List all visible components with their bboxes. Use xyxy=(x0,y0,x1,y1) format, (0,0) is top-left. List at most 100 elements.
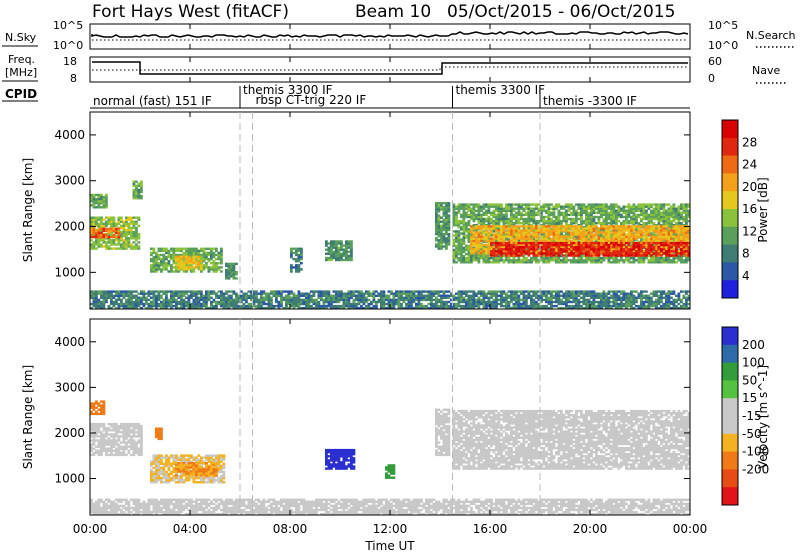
range-cell xyxy=(680,252,683,255)
range-cell xyxy=(157,292,161,295)
range-cell xyxy=(135,235,138,238)
range-cell xyxy=(487,207,491,210)
range-cell xyxy=(647,217,651,221)
range-cell xyxy=(100,200,103,203)
range-cell xyxy=(95,197,98,201)
range-cell xyxy=(600,211,603,214)
range-cell xyxy=(625,233,628,236)
range-cell xyxy=(545,211,548,214)
range-cell xyxy=(507,239,511,242)
range-cell xyxy=(467,232,471,235)
range-cell xyxy=(612,239,616,242)
range-cell xyxy=(442,239,446,242)
range-cell xyxy=(495,259,498,262)
range-cell xyxy=(177,257,181,261)
range-cell xyxy=(650,254,653,257)
range-cell xyxy=(572,233,576,236)
range-cell xyxy=(615,235,618,238)
range-cell xyxy=(562,235,566,238)
range-cell xyxy=(542,207,546,210)
range-cell xyxy=(102,204,106,207)
range-cell xyxy=(132,184,136,187)
range-cell xyxy=(550,211,553,214)
range-cell xyxy=(132,180,136,183)
range-cell xyxy=(112,227,116,231)
range-cell xyxy=(110,298,113,302)
range-cell xyxy=(675,252,678,255)
range-cell xyxy=(530,248,533,251)
range-cell xyxy=(575,259,578,262)
range-cell xyxy=(192,253,196,257)
range-cell xyxy=(607,252,611,255)
range-cell xyxy=(665,222,668,225)
range-cell xyxy=(330,258,333,262)
range-cell xyxy=(675,239,678,242)
range-cell xyxy=(457,238,461,241)
range-cell xyxy=(132,188,136,192)
range-cell xyxy=(642,257,646,260)
range-cell xyxy=(517,211,521,214)
range-cell xyxy=(572,248,576,251)
range-cell xyxy=(655,254,658,257)
range-cell xyxy=(327,246,331,249)
range-cell xyxy=(497,205,501,208)
range-cell xyxy=(630,237,633,240)
range-cell xyxy=(512,207,516,210)
range-cell xyxy=(560,245,563,249)
nsearch-label: N.Search xyxy=(746,29,796,42)
range-cell xyxy=(547,205,551,208)
range-cell xyxy=(595,233,598,236)
range-cell xyxy=(105,300,108,304)
range-cell xyxy=(502,225,506,228)
range-cell xyxy=(212,270,216,273)
range-cell xyxy=(687,203,691,206)
range-cell xyxy=(532,250,536,253)
range-cell xyxy=(625,254,628,257)
range-cell xyxy=(135,216,138,219)
range-cell xyxy=(510,203,513,206)
range-cell xyxy=(625,246,628,249)
range-cell xyxy=(440,241,443,244)
range-cell xyxy=(565,209,568,212)
range-cell xyxy=(435,210,438,213)
range-cell xyxy=(642,222,646,225)
range-cell xyxy=(640,207,643,210)
range-cell xyxy=(585,231,588,234)
range-cell xyxy=(602,239,606,242)
range-cell xyxy=(340,242,343,245)
range-cell xyxy=(525,222,528,225)
range-cell xyxy=(625,257,628,260)
range-cell xyxy=(552,229,556,232)
range-cell xyxy=(540,219,543,223)
range-cell xyxy=(95,216,98,219)
range-cell xyxy=(150,266,153,269)
range-cell xyxy=(482,243,486,247)
range-cell xyxy=(577,235,581,238)
range-cell xyxy=(502,249,506,253)
range-cell xyxy=(642,213,646,217)
range-cell xyxy=(457,224,461,227)
range-cell xyxy=(160,268,163,271)
range-cell xyxy=(672,207,676,210)
range-cell xyxy=(612,219,616,223)
range-cell xyxy=(547,222,551,225)
range-cell xyxy=(472,247,476,251)
range-cell xyxy=(660,239,663,242)
range-cell xyxy=(225,268,228,272)
range-cell xyxy=(552,252,556,255)
range-cell xyxy=(535,225,538,228)
range-cell xyxy=(160,304,163,308)
range-cell xyxy=(677,225,681,228)
range-cell xyxy=(97,200,101,203)
range-cell xyxy=(672,261,676,264)
range-cell xyxy=(540,243,543,247)
range-cell xyxy=(607,259,611,262)
range-cell xyxy=(685,250,688,253)
range-cell xyxy=(137,188,141,192)
range-cell xyxy=(647,259,651,262)
range-cell xyxy=(95,300,98,304)
range-cell xyxy=(195,259,198,263)
range-cell xyxy=(595,248,598,251)
range-cell xyxy=(635,254,638,257)
range-cell xyxy=(505,252,508,255)
